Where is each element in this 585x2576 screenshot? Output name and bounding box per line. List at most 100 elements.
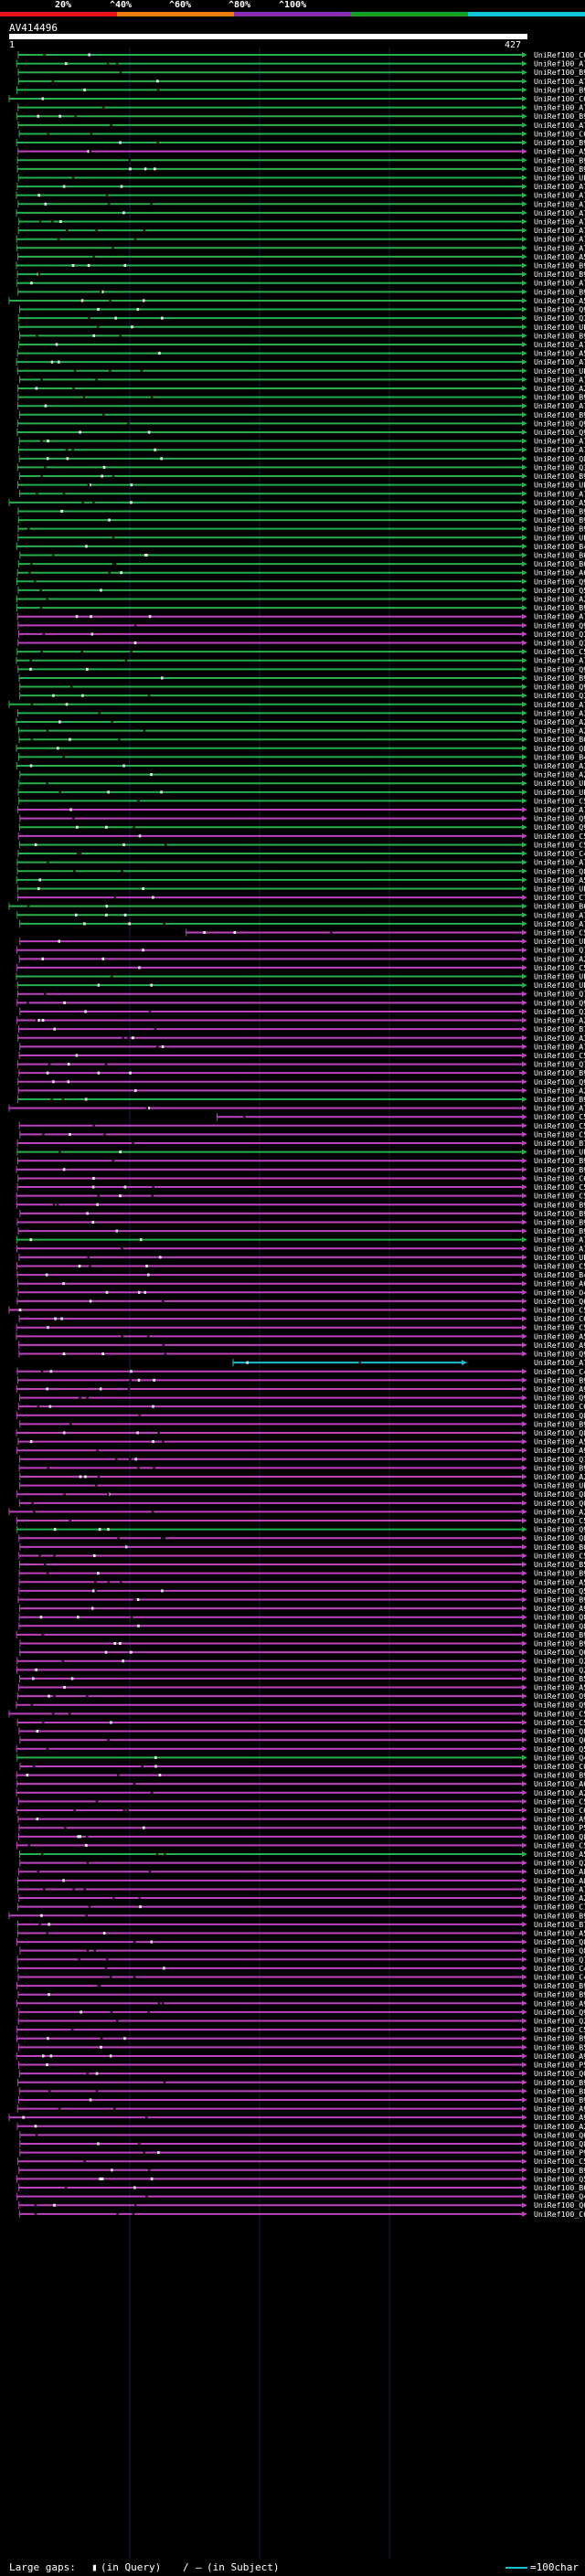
hit-label: UniRef100_Q2HAJ6	[534, 1859, 585, 1868]
gap-mark	[43, 1563, 47, 1566]
hit-arrow	[522, 236, 527, 242]
gap-mark	[51, 80, 55, 83]
hit-label: UniRef100_Q6PX89	[534, 1648, 585, 1657]
hit-label: UniRef100_C5XVY8	[534, 1797, 585, 1806]
hit-arrow	[522, 2009, 527, 2015]
hit-label: UniRef100_A8RRU3	[534, 1867, 585, 1876]
gap-mark	[137, 1466, 140, 1469]
gap-mark	[142, 949, 144, 952]
hit-label: UniRef100_B9RE16	[534, 506, 585, 515]
hit-arrow	[522, 710, 527, 716]
gap-mark	[115, 1229, 119, 1233]
hit-label: UniRef100_A7PK52	[534, 59, 585, 69]
hit-arrow	[522, 1991, 527, 1998]
gap-mark	[30, 737, 34, 741]
hit-label: UniRef100_Q9SHG1	[534, 1701, 585, 1710]
gap-mark	[114, 316, 117, 320]
hit-arrow	[522, 1008, 527, 1014]
gap-mark	[130, 650, 133, 653]
gap-mark	[158, 1774, 162, 1777]
gap-mark	[156, 80, 159, 83]
gap-mark	[155, 1852, 159, 1856]
hit-arrow	[522, 1351, 527, 1357]
gap-mark	[145, 553, 148, 557]
gap-mark	[58, 2107, 61, 2111]
hit-arrow	[522, 78, 527, 84]
hit-label: UniRef100_A2WYT3	[534, 1086, 585, 1095]
gap-mark	[69, 685, 73, 689]
hit-arrow	[522, 157, 527, 164]
hit-arrow	[522, 1974, 527, 1980]
gap-mark	[136, 1597, 140, 1601]
hit-label: UniRef100_A9P213	[534, 2104, 585, 2114]
gap-mark	[145, 1264, 148, 1267]
gap-mark	[28, 571, 31, 575]
hit-label: UniRef100_C6TJH7	[534, 94, 585, 103]
gap-mark	[69, 737, 71, 741]
hit-arrow	[522, 1044, 527, 1050]
gap-mark	[72, 387, 75, 390]
gap-mark	[76, 852, 80, 855]
gap-mark	[37, 194, 40, 197]
gap-mark	[153, 1378, 155, 1382]
gap-mark	[111, 975, 113, 979]
gap-mark	[101, 474, 103, 478]
hit-label: UniRef100_C5WSD2	[534, 1129, 585, 1139]
hit-arrow	[522, 333, 527, 339]
hit-label: UniRef100_A7QV79	[534, 437, 585, 446]
gap-mark	[93, 1553, 96, 1557]
hit-arrow	[522, 87, 527, 93]
gap-mark	[22, 2115, 25, 2119]
hit-arrow	[522, 1640, 527, 1647]
gap-mark	[99, 290, 102, 293]
hit-arrow	[522, 491, 527, 497]
hit-arrow	[522, 1869, 527, 1875]
hit-label: UniRef100_Q7YGR2	[534, 1955, 585, 1964]
gap-mark	[18, 1309, 22, 1312]
gap-mark	[88, 1905, 91, 1909]
gap-mark	[50, 360, 54, 364]
gap-mark	[46, 1572, 49, 1575]
gap-mark	[76, 825, 79, 829]
hit-arrow	[522, 473, 527, 480]
hit-arrow	[522, 253, 527, 260]
gap-mark	[120, 571, 122, 575]
gap-mark	[91, 1220, 94, 1224]
hit-label: UniRef100_Q5UL03	[534, 2174, 585, 2183]
gap-mark	[162, 1299, 165, 1303]
gap-mark	[31, 1501, 34, 1505]
gap-mark	[38, 1923, 41, 1926]
gap-mark	[86, 667, 89, 671]
gap-mark	[109, 299, 112, 302]
hit-label: UniRef100_Q84TM0	[534, 1727, 585, 1736]
hit-arrow	[522, 1114, 527, 1120]
hit-label: UniRef100_C7J012	[534, 893, 585, 902]
hit-label: UniRef100_C5WRY7	[534, 1182, 585, 1192]
hit-label: UniRef100_B8BKA0	[534, 2086, 585, 2095]
hit-arrow	[522, 815, 527, 822]
hit-label: UniRef100_Q94LP4	[534, 620, 585, 630]
hit-label: UniRef100_B6SXC1	[534, 902, 585, 911]
hit-label: UniRef100_A7QV95	[534, 77, 585, 86]
gap-mark	[50, 1097, 53, 1101]
gap-mark	[72, 817, 75, 821]
hit-arrow	[522, 1280, 527, 1287]
gap-mark	[53, 1553, 56, 1557]
hit-label: UniRef100_B9G1R1	[534, 1200, 585, 1209]
gap-mark	[152, 1405, 154, 1408]
hit-arrow	[522, 262, 527, 269]
gap-mark	[86, 2072, 89, 2075]
hit-label: UniRef100_C5WZN0	[534, 1051, 585, 1060]
hit-arrow	[522, 596, 527, 602]
gap-mark	[160, 790, 163, 794]
gap-mark	[130, 1370, 133, 1373]
hit-label: UniRef100_Q8L5N4	[534, 1832, 585, 1841]
hit-label: UniRef100_A5AJC0	[534, 296, 585, 305]
hit-label: UniRef100_B5M077	[534, 1560, 585, 1569]
hit-label: UniRef100_C5WVG3	[534, 2025, 585, 2034]
gap-mark	[123, 2037, 126, 2041]
hit-arrow	[522, 1631, 527, 1638]
gap-mark	[30, 703, 34, 706]
hit-arrow	[522, 113, 527, 120]
query-end: 427	[505, 40, 522, 50]
